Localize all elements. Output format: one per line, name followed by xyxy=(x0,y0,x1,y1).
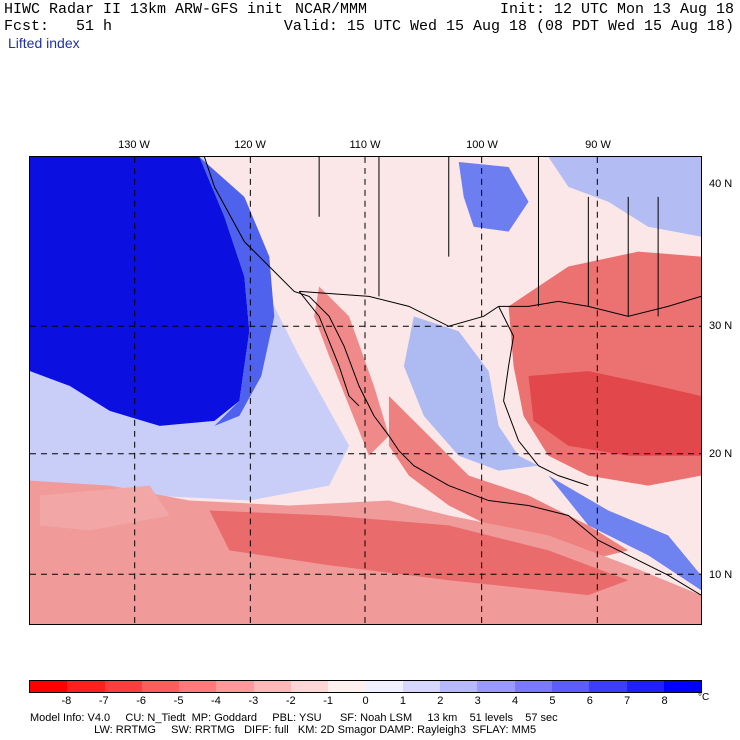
legend-tick-label: 5 xyxy=(549,695,556,707)
pacific-edge-region xyxy=(199,157,275,426)
variable-label: Lifted index xyxy=(8,35,80,51)
color-legend xyxy=(29,680,702,693)
mexico-plateau-region xyxy=(403,316,539,471)
epac-itcz-core xyxy=(209,510,629,596)
legend-swatch xyxy=(626,681,664,692)
legend-tick-label: -8 xyxy=(61,695,72,707)
mexico-coast-unstable xyxy=(388,395,629,561)
plains-blue-region xyxy=(458,161,529,232)
legend-tick-label: -5 xyxy=(173,695,184,707)
legend-tick-label: -1 xyxy=(323,695,333,707)
legend-tick-label: -7 xyxy=(98,695,109,707)
gulf-core-region xyxy=(528,371,701,456)
organization-label: NCAR/MMM xyxy=(295,1,368,18)
lon-label-90w: 90 W xyxy=(585,139,611,151)
legend-swatch xyxy=(67,681,105,692)
legend-swatch xyxy=(663,681,702,692)
central-america-blue xyxy=(548,475,701,591)
legend-tick-label: 2 xyxy=(437,695,444,707)
legend-tick-label: 4 xyxy=(511,695,519,707)
legend-tick-label: 3 xyxy=(474,695,481,707)
lat-label-10n: 10 N xyxy=(709,569,733,581)
model-info-line2: LW: RRTMG SW: RRTMG DIFF: full KM: 2D Sm… xyxy=(30,724,537,736)
graticule xyxy=(30,157,701,624)
lon-label-120w: 120 W xyxy=(234,139,266,151)
northeast-blue-region xyxy=(548,157,701,237)
legend-tick-label: 6 xyxy=(586,695,593,707)
legend-tick-label: 7 xyxy=(624,695,631,707)
legend-swatch xyxy=(30,681,68,692)
legend-swatch xyxy=(328,681,366,692)
legend-swatch xyxy=(179,681,217,692)
legend-tick-label: 0 xyxy=(362,695,369,707)
legend-tick-label: -2 xyxy=(285,695,296,707)
legend-swatch xyxy=(477,681,515,692)
legend-tick-label: -6 xyxy=(136,695,147,707)
legend-swatch xyxy=(440,681,478,692)
legend-tick-label: -4 xyxy=(211,695,221,707)
lat-label-40n: 40 N xyxy=(709,178,733,190)
legend-unit: °C xyxy=(698,692,710,703)
coastlines xyxy=(204,157,701,596)
lifted-index-map xyxy=(29,156,702,625)
init-valid-times: Init: 12 UTC Mon 13 Aug 18 Valid: 15 UTC … xyxy=(283,1,734,35)
lat-label-30n: 30 N xyxy=(709,320,733,332)
legend-swatch xyxy=(290,681,329,692)
legend-tick-label: -3 xyxy=(248,695,259,707)
baja-unstable-region xyxy=(314,286,389,456)
legend-swatch xyxy=(104,681,142,692)
west-itcz-patches xyxy=(39,485,170,531)
legend-swatch xyxy=(514,681,552,692)
legend-swatch xyxy=(551,681,590,692)
legend-tick-label: 1 xyxy=(399,695,406,707)
legend-swatch xyxy=(141,681,180,692)
legend-tick-label: 8 xyxy=(661,695,668,707)
pacific-core-region xyxy=(30,157,250,426)
legend-swatch xyxy=(402,681,441,692)
legend-swatch xyxy=(216,681,254,692)
lon-label-110w: 110 W xyxy=(349,139,381,151)
legend-swatch xyxy=(253,681,291,692)
lat-label-20n: 20 N xyxy=(709,448,733,460)
model-info-line1: Model Info: V4.0 CU: N_Tiedt MP: Goddard… xyxy=(30,712,558,724)
legend-swatch xyxy=(365,681,403,692)
run-title: HIWC Radar II 13km ARW-GFS init Fcst: 51 … xyxy=(4,1,284,35)
lon-label-100w: 100 W xyxy=(466,139,498,151)
legend-swatch xyxy=(589,681,627,692)
lon-label-130w: 130 W xyxy=(118,139,150,151)
